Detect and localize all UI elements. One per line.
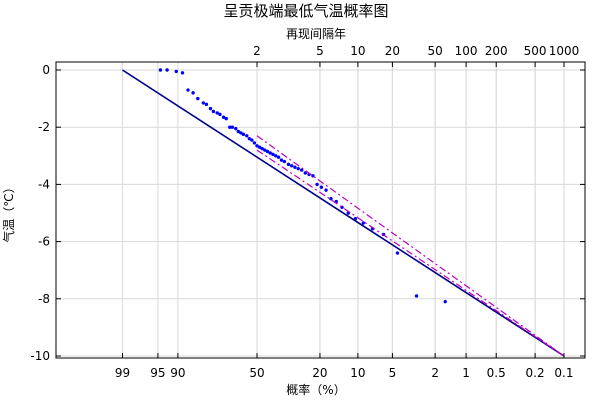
data-point [230, 125, 235, 129]
y-tick-label: -2 [38, 120, 50, 134]
data-point [241, 132, 246, 137]
data-point [186, 88, 190, 92]
x-tick-label: 5 [389, 366, 397, 380]
top-axis-label: 再现间隔年 [286, 27, 346, 41]
x2-tick-label: 2 [253, 44, 261, 58]
x-tick-label: 0.1 [554, 366, 573, 380]
y-tick-label: -8 [38, 292, 50, 306]
data-point [208, 106, 213, 111]
x-tick-label: 10 [350, 366, 365, 380]
data-point [315, 182, 319, 187]
x2-tick-label: 100 [455, 44, 478, 58]
y-tick-label: -4 [38, 177, 50, 191]
data-point [174, 69, 178, 74]
data-point [218, 112, 222, 117]
data-point [319, 185, 324, 189]
data-point [221, 115, 226, 119]
x-tick-label: 0.2 [526, 366, 545, 380]
data-point [239, 131, 243, 135]
data-point [329, 197, 333, 201]
x-tick-label: 1 [462, 366, 470, 380]
x-tick-label: 2 [431, 366, 439, 380]
data-point [257, 145, 262, 149]
x-tick-label: 99 [115, 366, 130, 380]
data-point [395, 251, 400, 255]
data-point [224, 116, 228, 121]
data-point [268, 151, 272, 155]
x2-tick-label: 20 [385, 44, 400, 58]
data-point [215, 111, 219, 115]
data-point [236, 129, 241, 134]
data-point [414, 294, 419, 298]
data-point [265, 149, 270, 154]
data-point [180, 71, 185, 75]
data-point [250, 138, 254, 142]
data-point [255, 144, 259, 148]
y-axis-label: 气温（℃） [1, 181, 16, 242]
x2-tick-label: 1000 [549, 44, 580, 58]
axes-layer: 0 -2 -4 -6 -8 -10 99 95 90 50 20 10 5 2 1 0.5 0.2 0.1 2 5 10… [30, 44, 585, 380]
data-point [228, 125, 232, 129]
x-tick-label: 0.5 [487, 366, 506, 380]
data-point [191, 91, 195, 95]
data-point [443, 299, 447, 304]
gridlines [56, 62, 585, 358]
y-tick-label: 0 [42, 63, 50, 77]
data-point [361, 221, 366, 225]
data-point [201, 101, 206, 105]
x2-tick-label: 50 [428, 44, 443, 58]
data-point [274, 154, 278, 158]
data-point [158, 68, 163, 72]
data-point [282, 159, 287, 164]
x2-tick-label: 10 [350, 44, 365, 58]
data-point [245, 134, 249, 138]
lower-bound-line [256, 149, 565, 357]
data-point [293, 165, 297, 169]
x-tick-label: 20 [312, 366, 327, 380]
x2-tick-label: 500 [524, 44, 547, 58]
data-point [303, 171, 307, 175]
data-point [247, 136, 252, 141]
chart-title: 呈贡极端最低气温概率图 [223, 2, 388, 20]
plot-frame [55, 61, 586, 359]
x-tick-label: 90 [170, 366, 185, 380]
data-point [252, 141, 257, 145]
data-point [234, 126, 238, 131]
y-tick-label: -6 [38, 235, 50, 249]
data-point [276, 155, 281, 159]
y-tick-label: -10 [30, 349, 50, 363]
data-point [165, 68, 169, 72]
data-point [196, 96, 200, 101]
data-point [279, 158, 284, 162]
data-point [204, 102, 209, 107]
upper-bound-line [256, 135, 565, 357]
x2-tick-label: 200 [485, 44, 508, 58]
fit-line [122, 69, 565, 357]
data-point [286, 162, 291, 167]
data-point [296, 166, 300, 171]
x-tick-label: 95 [150, 366, 165, 380]
data-point [299, 168, 304, 172]
x2-tick-label: 5 [316, 44, 324, 58]
x-tick-label: 50 [249, 366, 264, 380]
data-point [211, 109, 216, 114]
data-point [324, 188, 328, 192]
data-point [263, 148, 267, 152]
x-axis-label: 概率（%） [286, 382, 345, 397]
plot-area [56, 62, 585, 358]
data-point [271, 152, 275, 157]
data-point [289, 164, 294, 168]
data-point [260, 146, 264, 151]
series-layer [122, 68, 565, 357]
